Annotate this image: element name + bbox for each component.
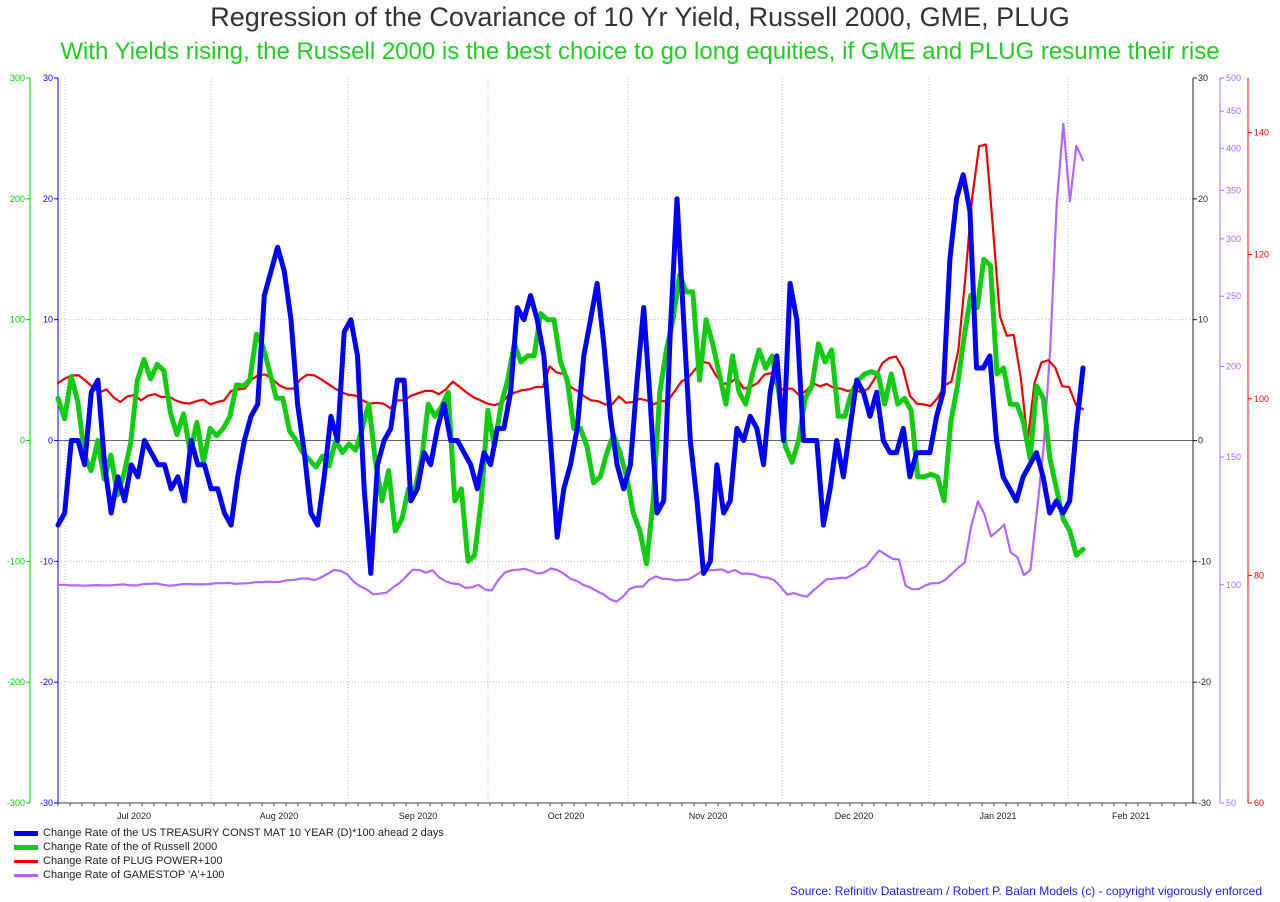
legend-label: Change Rate of the of Russell 2000: [43, 841, 218, 853]
x-tick-label: Oct 2020: [548, 811, 585, 821]
y-tick-label: 120: [1254, 250, 1269, 260]
legend-item: Change Rate of GAMESTOP 'A'+100: [14, 868, 444, 882]
chart-subtitle: With Yields rising, the Russell 2000 is …: [60, 38, 1220, 65]
source-note: Source: Refinitiv Datastream / Robert P.…: [790, 884, 1262, 898]
legend-item: Change Rate of the US TREASURY CONST MAT…: [14, 826, 444, 840]
chart-title: Regression of the Covariance of 10 Yr Yi…: [210, 2, 1070, 32]
y-tick-label: 500: [1226, 73, 1241, 83]
x-tick-label: Nov 2020: [689, 811, 728, 821]
x-tick-label: Aug 2020: [260, 811, 299, 821]
y-tick-label: 350: [1226, 185, 1241, 195]
y-tick-label: 100: [1254, 394, 1269, 404]
legend-item: Change Rate of the of Russell 2000: [14, 840, 444, 854]
x-tick-label: Jan 2021: [979, 811, 1016, 821]
y-tick-label: -30: [40, 798, 53, 808]
legend-swatch: [14, 873, 38, 877]
legend-item: Change Rate of PLUG POWER+100: [14, 854, 444, 868]
y-tick-label: -10: [1198, 556, 1211, 566]
y-tick-label: 60: [1254, 798, 1264, 808]
y-tick-label: 0: [1198, 436, 1203, 446]
y-tick-label: -100: [7, 556, 25, 566]
y-tick-label: 200: [1226, 362, 1241, 372]
y-tick-label: -300: [7, 798, 25, 808]
legend-label: Change Rate of PLUG POWER+100: [43, 855, 223, 867]
y-tick-label: 30: [1198, 73, 1208, 83]
y-tick-label: 20: [43, 194, 53, 204]
legend-swatch: [14, 859, 38, 863]
y-tick-label: 20: [1198, 194, 1208, 204]
series-line-1: [55, 172, 1086, 576]
series-line-4: [56, 122, 1085, 603]
y-tick-label: 50: [1226, 798, 1236, 808]
legend-label: Change Rate of GAMESTOP 'A'+100: [43, 869, 225, 881]
y-tick-label: 100: [1226, 580, 1241, 590]
legend: Change Rate of the US TREASURY CONST MAT…: [14, 826, 444, 882]
y-tick-label: 10: [1198, 315, 1208, 325]
y-tick-label: -20: [1198, 677, 1211, 687]
y-tick-label: 300: [10, 73, 25, 83]
x-tick-label: Jul 2020: [117, 811, 151, 821]
y-tick-label: 10: [43, 315, 53, 325]
y-tick-label: -10: [40, 556, 53, 566]
y-tick-label: 300: [1226, 234, 1241, 244]
y-tick-label: 200: [10, 194, 25, 204]
y-tick-label: -20: [40, 677, 53, 687]
legend-swatch: [14, 830, 38, 836]
x-tick-label: Sep 2020: [399, 811, 438, 821]
axes: Jul 2020 Aug 2020 Sep 2020 Oct 2020 Nov 2020…: [7, 73, 1269, 821]
y-tick-label: 100: [10, 315, 25, 325]
y-tick-label: 450: [1226, 106, 1241, 116]
y-tick-label: -30: [1198, 798, 1211, 808]
series-line-2: [55, 256, 1086, 567]
y-tick-label: 400: [1226, 143, 1241, 153]
legend-label: Change Rate of the US TREASURY CONST MAT…: [43, 827, 444, 839]
y-tick-label: 30: [43, 73, 53, 83]
x-tick-label: Dec 2020: [835, 811, 874, 821]
y-tick-label: 80: [1254, 570, 1264, 580]
y-tick-label: 0: [48, 436, 53, 446]
y-tick-label: 150: [1226, 452, 1241, 462]
grid: [58, 78, 1193, 803]
y-tick-label: 250: [1226, 291, 1241, 301]
y-tick-label: -200: [7, 677, 25, 687]
x-tick-label: Feb 2021: [1112, 811, 1150, 821]
y-tick-label: 140: [1254, 128, 1269, 138]
legend-swatch: [14, 844, 38, 850]
y-tick-label: 0: [20, 436, 25, 446]
series-lines: [55, 122, 1086, 603]
